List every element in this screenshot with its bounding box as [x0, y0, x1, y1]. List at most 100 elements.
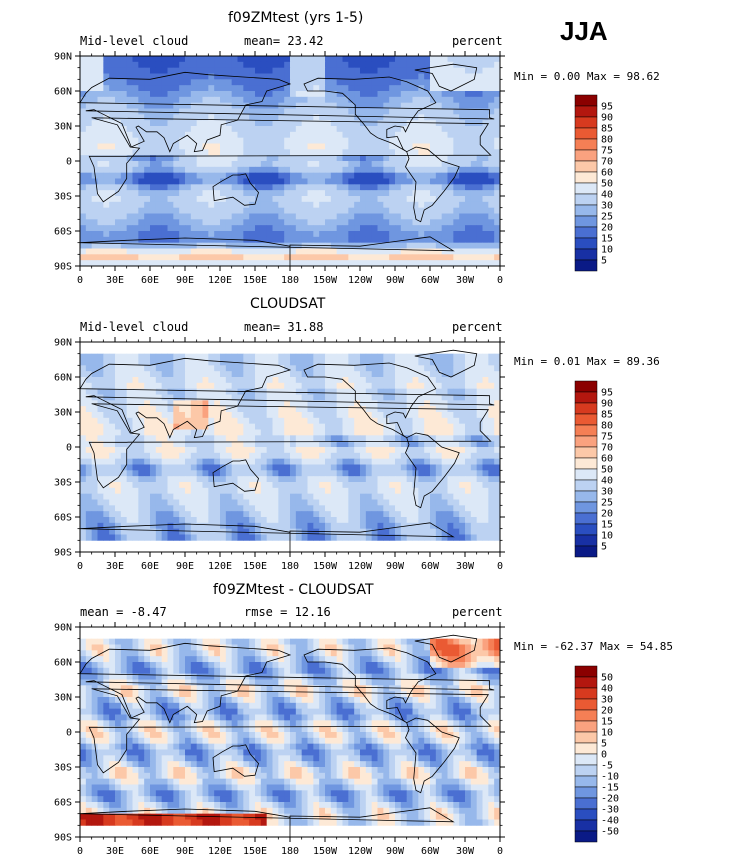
legend-label: 75: [601, 146, 613, 157]
lon-tick-label: 180: [281, 275, 299, 286]
lat-tick-label: 30S: [54, 192, 72, 203]
legend-label: 85: [601, 410, 613, 421]
legend-swatch: [574, 534, 598, 547]
legend-swatch: [574, 116, 598, 129]
lon-tick-label: 120W: [348, 275, 373, 286]
lon-tick-label: 60E: [141, 846, 159, 857]
panel-1-right-label: percent: [452, 34, 503, 48]
legend-swatch: [574, 413, 598, 426]
legend-label: -15: [601, 783, 619, 794]
coastlines-2: [80, 349, 495, 552]
lon-tick-label: 90E: [176, 846, 194, 857]
lat-tick-label: 30N: [54, 693, 72, 704]
season-label: JJA: [560, 16, 608, 46]
legend-swatch: [574, 171, 598, 184]
legend-swatch: [574, 160, 598, 173]
legend-label: 80: [601, 135, 613, 146]
legend-swatch: [574, 512, 598, 525]
legend-label: 30: [601, 695, 613, 706]
lon-tick-label: 0: [497, 561, 503, 572]
panel-3-right-label: percent: [452, 605, 503, 619]
lat-tick-label: 30S: [54, 763, 72, 774]
legend-label: 25: [601, 498, 613, 509]
legend-label: 10: [601, 728, 613, 739]
lat-tick-label: 60N: [54, 87, 72, 98]
lat-tick-label: 0: [66, 157, 72, 168]
lat-tick-label: 90N: [54, 52, 72, 63]
panel-3-center-label: rmse = 12.16: [244, 605, 331, 619]
legend-label: 25: [601, 212, 613, 223]
legend-label: 40: [601, 476, 613, 487]
legend-label: 20: [601, 509, 613, 520]
legend-swatch: [574, 446, 598, 459]
contour-field-1: [80, 56, 501, 267]
lon-tick-label: 60W: [421, 561, 440, 572]
legend-swatch: [574, 545, 598, 558]
lon-tick-label: 90W: [386, 275, 405, 286]
legend-label: 70: [601, 443, 613, 454]
legend-swatch: [574, 149, 598, 162]
legend-swatch: [574, 720, 598, 733]
lon-tick-label: 0: [77, 846, 83, 857]
legend-swatch: [574, 830, 598, 843]
legend-swatch: [574, 138, 598, 151]
legend-swatch: [574, 753, 598, 766]
legend-swatch: [574, 237, 598, 250]
legend-swatch: [574, 490, 598, 503]
lat-tick-label: 30N: [54, 122, 72, 133]
legend-label: 15: [601, 234, 613, 245]
legend-swatch: [574, 709, 598, 722]
lon-tick-label: 60E: [141, 561, 159, 572]
panel-3-stats: Min = -62.37 Max = 54.85: [514, 640, 673, 653]
lat-tick-label: 90N: [54, 338, 72, 349]
legend-swatch: [574, 457, 598, 470]
legend-label: 5: [601, 739, 607, 750]
legend-label: 50: [601, 179, 613, 190]
lon-tick-label: 90W: [386, 846, 405, 857]
panel-1-left-label: Mid-level cloud: [80, 34, 189, 48]
legend-swatch: [574, 797, 598, 810]
legend-label: 85: [601, 124, 613, 135]
legend-label: 30: [601, 487, 613, 498]
legend-swatch: [574, 182, 598, 195]
legend-swatch: [574, 380, 598, 393]
panel-3-title: f09ZMtest - CLOUDSAT: [213, 582, 374, 598]
lon-tick-label: 120E: [208, 275, 232, 286]
panel-2-right-label: percent: [452, 320, 503, 334]
legend-swatch: [574, 259, 598, 272]
panel-1-center-label: mean= 23.42: [244, 34, 324, 48]
coastlines-1: [80, 63, 495, 266]
lon-tick-label: 90W: [386, 561, 405, 572]
contour-field-2: [80, 353, 501, 541]
legend-swatch: [574, 215, 598, 228]
legend-swatch: [574, 501, 598, 514]
legend-label: -50: [601, 827, 619, 838]
legend-label: 50: [601, 673, 613, 684]
lon-tick-label: 90E: [176, 561, 194, 572]
lon-tick-label: 30W: [456, 275, 475, 286]
lon-tick-label: 180: [281, 561, 299, 572]
legend-label: 70: [601, 157, 613, 168]
legend-label: 0: [601, 750, 607, 761]
legend-label: -10: [601, 772, 619, 783]
panel-2-center-label: mean= 31.88: [244, 320, 324, 334]
legend-label: 80: [601, 421, 613, 432]
legend-label: 10: [601, 531, 613, 542]
lon-tick-label: 60W: [421, 275, 440, 286]
legend-label: -20: [601, 794, 619, 805]
legend-label: 40: [601, 190, 613, 201]
legend-swatch: [574, 479, 598, 492]
legend-swatch: [574, 523, 598, 536]
lat-tick-label: 60S: [54, 227, 72, 238]
legend-swatch: [574, 764, 598, 777]
legend-label: -5: [601, 761, 613, 772]
legend-swatch: [574, 698, 598, 711]
lon-tick-label: 120E: [208, 561, 232, 572]
legend-swatch: [574, 468, 598, 481]
legend-swatch: [574, 731, 598, 744]
lon-tick-label: 30E: [106, 561, 124, 572]
lon-tick-label: 30E: [106, 846, 124, 857]
